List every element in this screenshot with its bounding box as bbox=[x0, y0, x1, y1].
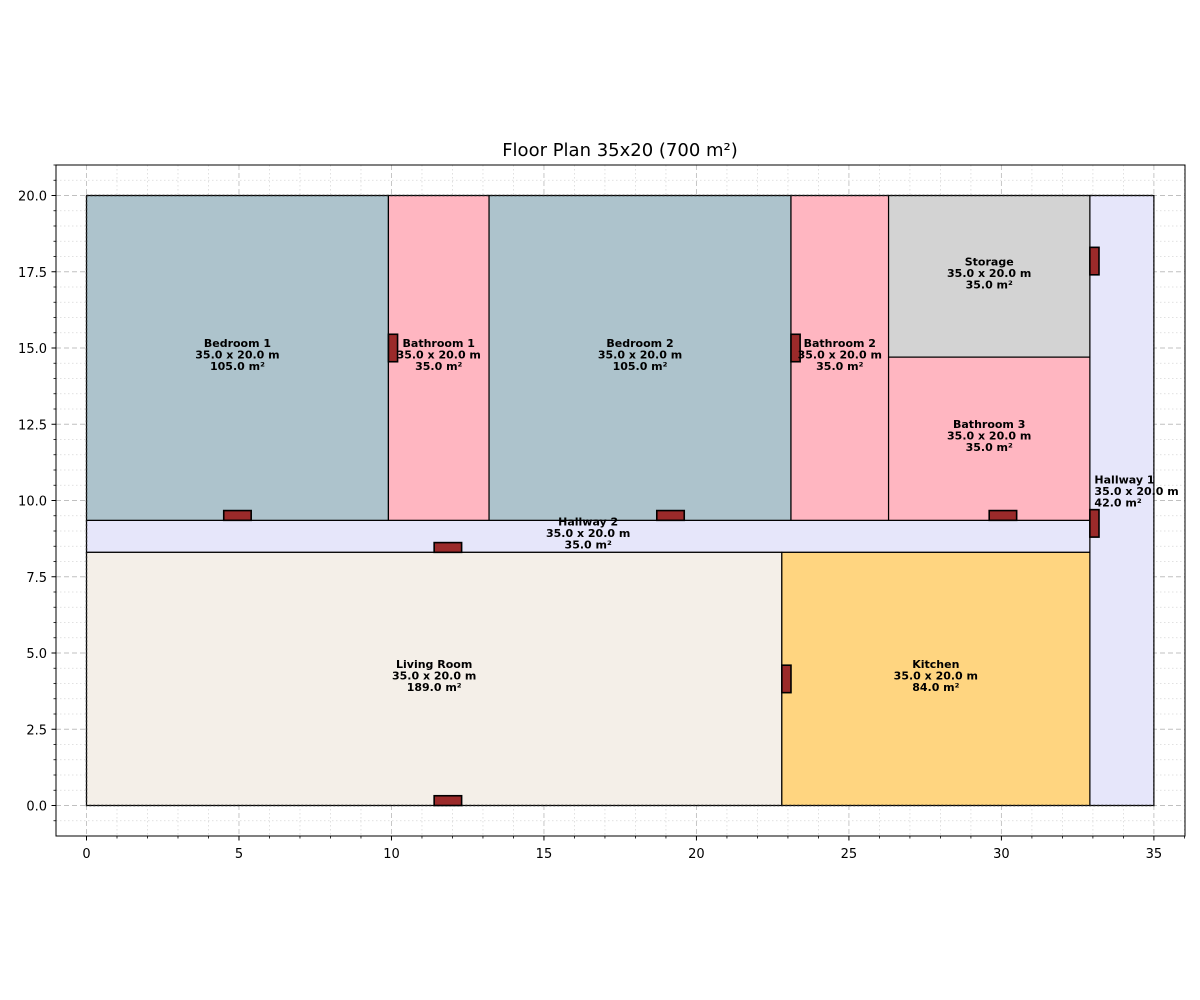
door bbox=[387, 333, 399, 363]
room-label-area: 105.0 m² bbox=[613, 360, 668, 373]
room-living-room bbox=[85, 551, 783, 807]
room-label-name: Living Room bbox=[396, 658, 472, 671]
doors bbox=[222, 246, 1100, 807]
room-label-name: Bathroom 2 bbox=[804, 337, 876, 350]
x-tick-label: 25 bbox=[841, 847, 858, 862]
room-label-area: 35.0 m² bbox=[565, 538, 612, 551]
door bbox=[222, 509, 252, 522]
y-tick-label: 20.0 bbox=[18, 190, 47, 205]
boundary-rect bbox=[85, 194, 1155, 807]
room-kitchen bbox=[781, 551, 1091, 807]
outer-boundary bbox=[85, 194, 1155, 807]
room-label-dims: 35.0 x 20.0 m bbox=[798, 349, 882, 362]
room-label-area: 35.0 m² bbox=[966, 278, 1013, 291]
room-label-dims: 35.0 x 20.0 m bbox=[947, 267, 1031, 280]
room-label-living-room: Living Room 35.0 x 20.0 m 189.0 m² bbox=[392, 658, 476, 694]
x-tick-label: 10 bbox=[383, 847, 400, 862]
room-storage bbox=[887, 194, 1091, 358]
room-bedroom-1 bbox=[85, 194, 390, 521]
chart-title: Floor Plan 35x20 (700 m²) bbox=[502, 140, 738, 161]
room-label-name: Bathroom 1 bbox=[403, 337, 475, 350]
room-label-area: 35.0 m² bbox=[415, 360, 462, 373]
y-tick-label: 17.5 bbox=[18, 266, 47, 281]
room-label-area: 105.0 m² bbox=[210, 360, 265, 373]
room-label-kitchen: Kitchen 35.0 x 20.0 m 84.0 m² bbox=[894, 658, 978, 694]
room-label-dims: 35.0 x 20.0 m bbox=[894, 669, 978, 682]
room-label-storage: Storage 35.0 x 20.0 m 35.0 m² bbox=[947, 255, 1031, 291]
room-label-area: 42.0 m² bbox=[1094, 496, 1141, 509]
room-label-area: 35.0 m² bbox=[816, 360, 863, 373]
rooms bbox=[85, 194, 1155, 807]
y-tick-label: 5.0 bbox=[26, 647, 47, 662]
room-bedroom-2 bbox=[488, 194, 792, 521]
y-tick-label: 7.5 bbox=[26, 571, 47, 586]
room-label-dims: 35.0 x 20.0 m bbox=[947, 429, 1031, 442]
door bbox=[1089, 508, 1100, 538]
room-label-bedroom-2: Bedroom 2 35.0 x 20.0 m 105.0 m² bbox=[598, 337, 682, 373]
room-label-area: 84.0 m² bbox=[912, 681, 959, 694]
x-tick-label: 35 bbox=[1146, 847, 1163, 862]
x-tick-label: 5 bbox=[235, 847, 243, 862]
room-label-name: Bedroom 1 bbox=[204, 337, 271, 350]
room-label-bedroom-1: Bedroom 1 35.0 x 20.0 m 105.0 m² bbox=[195, 337, 279, 373]
x-tick-label: 15 bbox=[536, 847, 553, 862]
x-tick-label: 20 bbox=[688, 847, 705, 862]
axes: 0 5 10 15 20 25 30 35 0.0 2.5 5.0 7.5 10.0 12.5 15.0 17… bbox=[18, 164, 1186, 862]
room-label-name: Bathroom 3 bbox=[953, 418, 1025, 431]
room-label-area: 189.0 m² bbox=[407, 681, 462, 694]
y-tick-label: 15.0 bbox=[18, 342, 47, 357]
room-label-name: Kitchen bbox=[912, 658, 959, 671]
room-bathroom-3 bbox=[887, 356, 1091, 521]
room-label-name: Hallway 2 bbox=[558, 515, 618, 528]
room-label-dims: 35.0 x 20.0 m bbox=[195, 349, 279, 362]
room-label-bathroom-2: Bathroom 2 35.0 x 20.0 m 35.0 m² bbox=[798, 337, 882, 373]
room-label-dims: 35.0 x 20.0 m bbox=[546, 527, 630, 540]
room-label-name: Hallway 1 bbox=[1094, 473, 1154, 486]
room-label-hallway-1: Hallway 1 35.0 x 20.0 m 42.0 m² bbox=[1094, 473, 1178, 509]
room-hallway-1 bbox=[1089, 194, 1155, 807]
room-label-hallway-2: Hallway 2 35.0 x 20.0 m 35.0 m² bbox=[546, 515, 630, 551]
room-label-bathroom-3: Bathroom 3 35.0 x 20.0 m 35.0 m² bbox=[947, 418, 1031, 454]
room-label-area: 35.0 m² bbox=[966, 441, 1013, 454]
x-tick-label: 0 bbox=[82, 847, 90, 862]
room-label-name: Bedroom 2 bbox=[606, 337, 673, 350]
y-tick-label: 10.0 bbox=[18, 495, 47, 510]
door bbox=[433, 541, 463, 554]
room-label-name: Storage bbox=[965, 255, 1014, 268]
door bbox=[790, 333, 801, 363]
y-tick-label: 2.5 bbox=[26, 723, 47, 738]
door bbox=[433, 794, 463, 807]
room-label-dims: 35.0 x 20.0 m bbox=[1094, 485, 1178, 498]
room-label-bathroom-1: Bathroom 1 35.0 x 20.0 m 35.0 m² bbox=[397, 337, 481, 373]
y-tick-label: 0.0 bbox=[26, 800, 47, 815]
room-label-dims: 35.0 x 20.0 m bbox=[392, 669, 476, 682]
door bbox=[1089, 246, 1100, 276]
room-bathroom-2 bbox=[790, 194, 890, 521]
door bbox=[655, 509, 686, 522]
y-tick-label: 12.5 bbox=[18, 418, 47, 433]
door bbox=[781, 664, 792, 694]
x-tick-label: 30 bbox=[993, 847, 1010, 862]
door bbox=[988, 509, 1018, 522]
room-label-dims: 35.0 x 20.0 m bbox=[397, 349, 481, 362]
room-label-dims: 35.0 x 20.0 m bbox=[598, 349, 682, 362]
